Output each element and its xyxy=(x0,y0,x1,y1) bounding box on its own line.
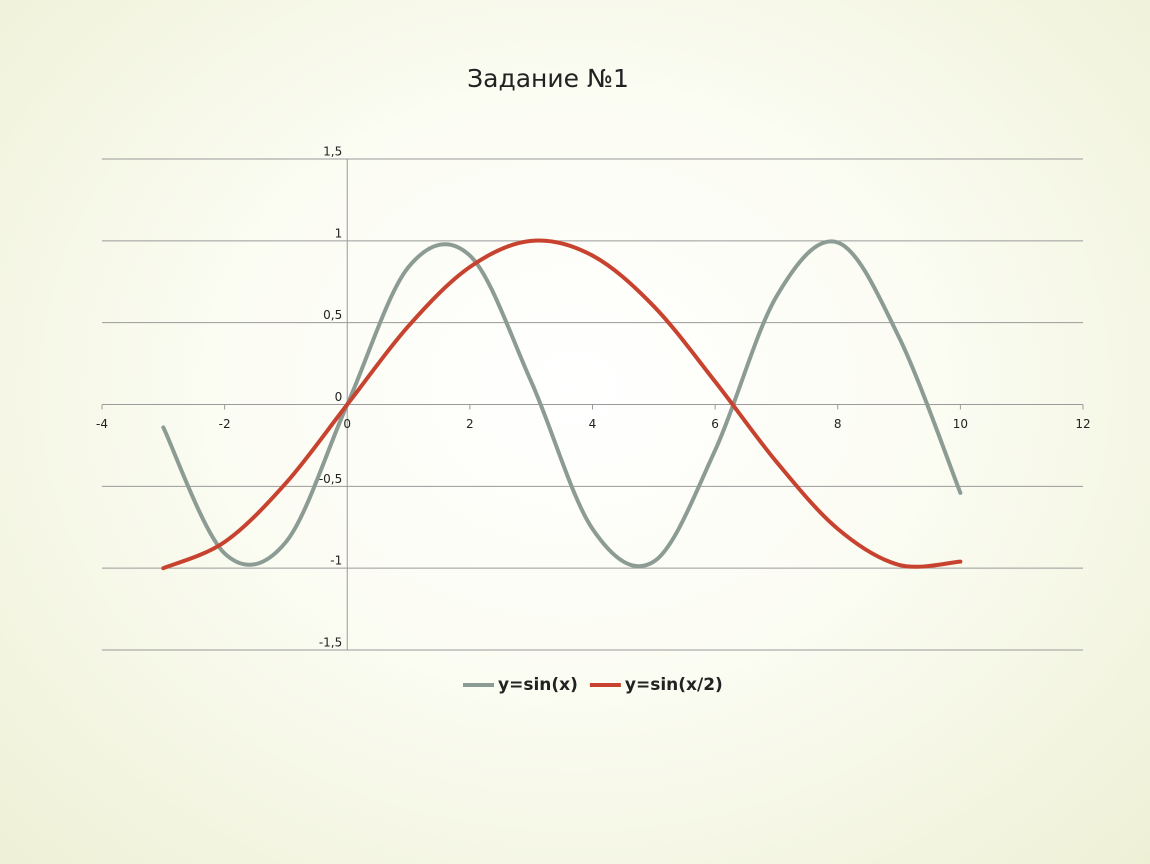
x-tick-label: 0 xyxy=(343,417,351,431)
y-tick-label: 1 xyxy=(335,226,343,240)
x-tick-label: 4 xyxy=(589,417,597,431)
y-tick-label: 1,5 xyxy=(323,145,342,159)
y-tick-label: 0,5 xyxy=(323,308,342,322)
x-tick-label: 2 xyxy=(466,417,474,431)
x-tick-label: 6 xyxy=(711,417,719,431)
chart-title: Задание №1 xyxy=(467,64,629,93)
legend-label: y=sin(x) xyxy=(498,675,578,695)
y-tick-label: 0 xyxy=(335,390,343,404)
legend-label: y=sin(x/2) xyxy=(625,675,723,695)
series-line xyxy=(161,239,963,569)
y-tick-label: -0,5 xyxy=(319,472,342,486)
y-tick-label: -1,5 xyxy=(319,636,342,650)
x-tick-label: 10 xyxy=(953,417,968,431)
x-tick-label: -2 xyxy=(219,417,231,431)
x-tick-label: -4 xyxy=(96,417,108,431)
series-line xyxy=(161,238,963,571)
y-tick-label: -1 xyxy=(330,554,342,568)
x-tick-label: 12 xyxy=(1075,417,1090,431)
x-tick-label: 8 xyxy=(834,417,842,431)
